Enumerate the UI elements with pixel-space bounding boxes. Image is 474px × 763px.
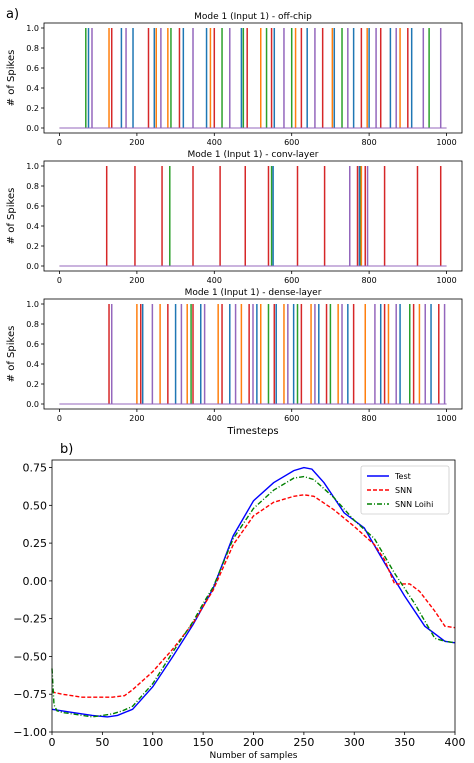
series-line-test [51, 466, 456, 718]
x-tick-label: 1000 [436, 414, 456, 423]
y-tick-label: 0.4 [26, 360, 39, 369]
raster-title: Mode 1 (Input 1) - conv-layer [188, 150, 319, 160]
x-tick-label: 50 [95, 736, 109, 749]
y-tick-label: 1.0 [26, 162, 39, 171]
panel-label-a: a) [6, 7, 19, 22]
y-tick-label: 0.2 [26, 242, 39, 251]
x-axis-label: Timesteps [226, 426, 278, 437]
x-tick-label: 200 [129, 414, 144, 423]
y-tick-label: 0.0 [26, 400, 39, 409]
x-tick-label: 0 [49, 736, 56, 749]
x-tick-label: 800 [361, 276, 376, 285]
x-tick-label: 200 [243, 736, 264, 749]
x-tick-label: 1000 [436, 138, 456, 147]
charts: Mode 1 (Input 1) - off-chip 0 200 400 600 800… [6, 12, 466, 761]
x-tick-label: 600 [284, 276, 299, 285]
x-tick-label: 600 [284, 138, 299, 147]
y-tick-label: 0.8 [26, 44, 39, 53]
y-tick-label: 0.25 [23, 537, 48, 550]
x-tick-label: 200 [129, 138, 144, 147]
x-tick-label: 0 [57, 276, 62, 285]
x-tick-label: 400 [207, 414, 222, 423]
x-tick-label: 400 [207, 138, 222, 147]
series-line-snn [51, 494, 456, 698]
spike-raster-1: Mode 1 (Input 1) - conv-layer 0 200 400 600 8… [6, 150, 463, 285]
legend: Test SNN SNN Loihi [360, 465, 450, 515]
line-chart: 0 50 100 150 200 250 300 350 400 −1.00 −0.75 −0.50 −… [13, 459, 466, 761]
y-tick-label: 1.0 [26, 300, 39, 309]
raster-title: Mode 1 (Input 1) - off-chip [194, 12, 312, 22]
y-tick-label: 0.0 [26, 262, 39, 271]
y-tick-label: 0.75 [23, 462, 48, 475]
y-axis-label: # of Spikes [6, 50, 17, 107]
y-axis-label: # of Spikes [6, 326, 17, 383]
x-tick-label: 150 [193, 736, 214, 749]
y-tick-label: 1.0 [26, 24, 39, 33]
legend-box [360, 465, 450, 515]
y-tick-label: 0.6 [26, 202, 39, 211]
y-tick-label: 0.2 [26, 104, 39, 113]
y-tick-label: 0.2 [26, 380, 39, 389]
panel-label-b: b) [60, 442, 73, 457]
y-tick-label: −0.75 [13, 688, 47, 701]
x-tick-label: 250 [293, 736, 314, 749]
y-axis-label: # of Spikes [6, 188, 17, 245]
y-tick-label: −1.00 [13, 726, 47, 739]
x-tick-label: 0 [57, 138, 62, 147]
x-tick-label: 400 [207, 276, 222, 285]
y-tick-label: 0.00 [23, 575, 48, 588]
y-tick-label: −0.25 [13, 613, 47, 626]
x-tick-label: 400 [445, 736, 466, 749]
y-tick-label: 0.6 [26, 64, 39, 73]
x-tick-label: 200 [129, 276, 144, 285]
x-tick-label: 0 [57, 414, 62, 423]
y-tick-label: −0.50 [13, 650, 47, 663]
x-tick-label: 350 [394, 736, 415, 749]
legend-label: SNN Loihi [395, 500, 433, 509]
plot-frame [43, 298, 463, 410]
x-tick-label: 800 [361, 414, 376, 423]
y-tick-label: 0.8 [26, 182, 39, 191]
x-tick-label: 800 [361, 138, 376, 147]
y-tick-label: 0.6 [26, 340, 39, 349]
series-line-snn-loihi [51, 475, 456, 718]
x-tick-label: 100 [142, 736, 163, 749]
plot-frame [43, 22, 463, 134]
y-tick-label: 0.0 [26, 124, 39, 133]
x-axis-label: Number of samples [210, 751, 298, 761]
raster-title: Mode 1 (Input 1) - dense-layer [185, 288, 322, 298]
spike-raster-2: Mode 1 (Input 1) - dense-layer 0 200 400 600… [6, 288, 463, 437]
y-tick-label: 0.4 [26, 222, 39, 231]
x-tick-label: 300 [344, 736, 365, 749]
spike-raster-0: Mode 1 (Input 1) - off-chip 0 200 400 600 800… [6, 12, 463, 147]
legend-label: SNN [395, 486, 412, 495]
plot-frame [43, 160, 463, 272]
y-tick-label: 0.50 [23, 499, 48, 512]
legend-label: Test [394, 472, 411, 481]
y-tick-label: 0.8 [26, 320, 39, 329]
x-tick-label: 600 [284, 414, 299, 423]
y-tick-label: 0.4 [26, 84, 39, 93]
x-tick-label: 1000 [436, 276, 456, 285]
